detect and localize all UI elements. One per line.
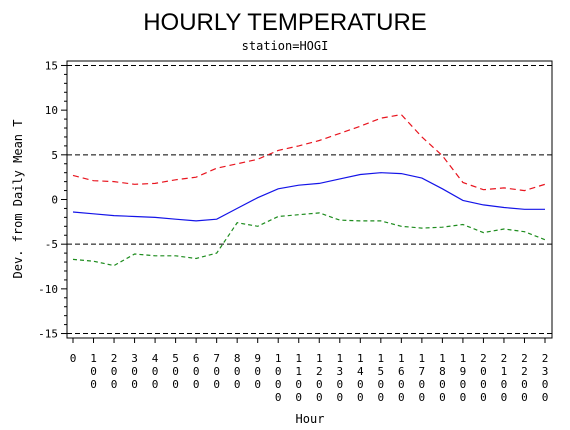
chart-subtitle: station=HOGI [242,39,329,53]
series-line-2 [72,212,546,267]
y-tick-label: 5 [51,149,58,162]
y-tick-label: -5 [45,238,58,251]
x-tick-label: 0 [70,352,77,365]
chart-title: HOURLY TEMPERATURE [143,9,427,36]
y-tick-label: 15 [45,59,58,72]
series-layer [72,113,546,267]
y-tick-label: 10 [45,104,58,117]
x-axis-label: Hour [296,412,325,426]
y-tick-label: 0 [51,194,58,207]
reference-lines [67,64,552,335]
y-axis-label: Dev. from Daily Mean T [11,120,25,279]
plot-frame [66,60,553,339]
x-axis: 0 1 0 0 2 0 0 3 0 0 4 0 0 5 0 0 6 0 0 7 0 0 8 0 0 9 0 0 1 0 0 0 1 1 0 0 1 2 0 0… [70,338,549,404]
y-tick-label: -15 [38,328,58,341]
series-line-1 [72,172,545,222]
y-axis: 15 10 5 0 -5 -10 -15 [38,59,67,341]
series-line-0 [72,113,546,192]
y-tick-label: -10 [38,283,58,296]
